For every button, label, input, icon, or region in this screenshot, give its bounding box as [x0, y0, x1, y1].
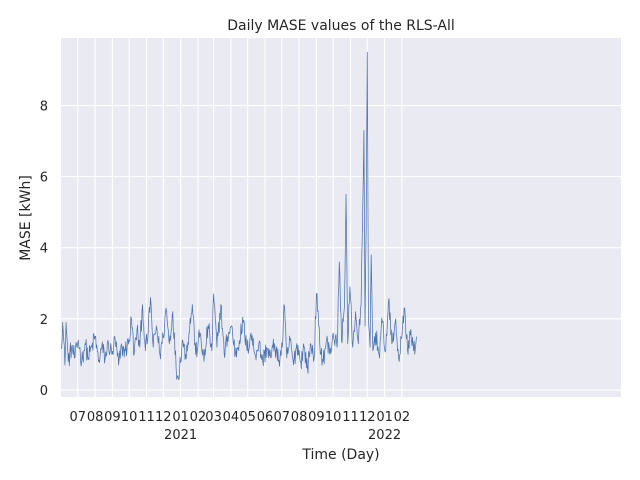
x-tick-label: 09 — [104, 410, 121, 425]
series-layer — [60, 51, 417, 380]
x-tick-label: 05 — [239, 410, 256, 425]
y-tick-label: 6 — [40, 171, 48, 186]
x-tick-label: 07 — [273, 410, 290, 425]
x-tick-label: 06 — [257, 410, 274, 425]
x-tick-label: 11 — [138, 410, 155, 425]
y-tick-labels: 0 2 4 6 8 — [40, 100, 48, 399]
x-axis-label: Time (Day) — [301, 447, 379, 463]
x-tick-label: 08 — [291, 410, 308, 425]
x-tick-label: 02 — [394, 410, 411, 425]
x-tick-label: 12 — [359, 410, 376, 425]
x-tick-label: 09 — [308, 410, 325, 425]
x-tick-label: 03 — [205, 410, 222, 425]
series-line — [60, 51, 417, 380]
chart-title: Daily MASE values of the RLS-All — [227, 18, 455, 34]
x-tick-label: 11 — [342, 410, 359, 425]
x-tick-label: 01 — [172, 410, 189, 425]
x-tick-label: 10 — [121, 410, 138, 425]
x-tick-label: 01 — [376, 410, 393, 425]
x-tick-label: 08 — [87, 410, 104, 425]
x-tick-label: 04 — [223, 410, 240, 425]
x-tick-label: 07 — [69, 410, 86, 425]
x-tick-label: 02 — [190, 410, 207, 425]
y-tick-label: 2 — [40, 313, 48, 328]
x-tick-label: 12 — [155, 410, 172, 425]
y-tick-label: 4 — [40, 242, 48, 257]
y-tick-label: 8 — [40, 100, 48, 115]
y-tick-label: 0 — [40, 384, 48, 399]
y-axis-label: MASE [kWh] — [18, 175, 34, 261]
x-tick-year-label: 2021 — [164, 428, 197, 443]
plot-area — [61, 38, 621, 397]
x-tick-year-label: 2022 — [368, 428, 401, 443]
x-tick-label: 10 — [325, 410, 342, 425]
